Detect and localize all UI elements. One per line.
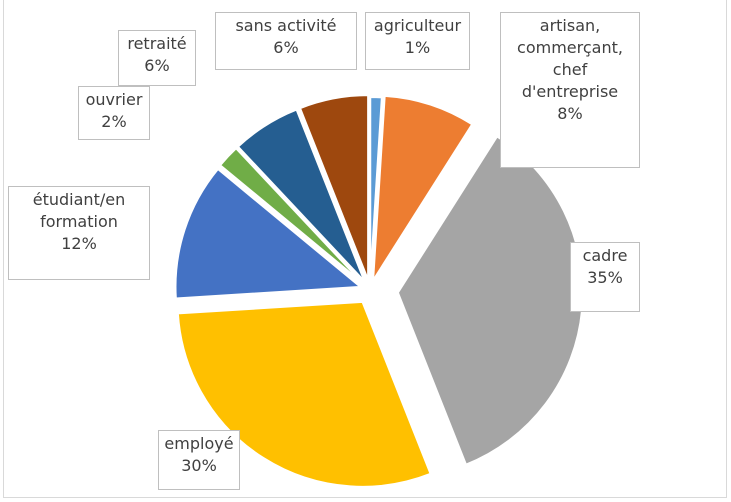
data-label-box: artisan, commerçant, chef d'entreprise 8% <box>500 12 640 168</box>
data-label-box: cadre 35% <box>570 242 640 312</box>
pie-slice <box>174 167 364 300</box>
data-label-box: employé 30% <box>158 430 240 490</box>
category-label: artisan, commerçant, chef d'entreprise <box>517 16 623 101</box>
pie-slice <box>176 300 432 488</box>
pie-slice <box>369 96 383 283</box>
value-label: 30% <box>181 456 217 475</box>
value-label: 8% <box>557 104 583 123</box>
data-label-box: agriculteur 1% <box>365 12 470 70</box>
data-label-box: sans activité 6% <box>215 12 357 70</box>
pie-slice <box>372 94 474 282</box>
data-label-box: retraité 6% <box>118 30 196 86</box>
category-label: retraité <box>127 34 187 53</box>
value-label: 35% <box>587 268 623 287</box>
category-label: sans activité <box>235 16 337 35</box>
pie-slice <box>236 108 366 283</box>
data-label-box: ouvrier 2% <box>78 86 150 140</box>
category-label: employé <box>164 434 234 453</box>
chart-frame <box>3 0 727 498</box>
category-label: agriculteur <box>373 16 462 35</box>
pie-slice <box>218 146 364 284</box>
value-label: 6% <box>273 38 299 57</box>
data-label-box: étudiant/en formation 12% <box>8 186 150 280</box>
category-label: ouvrier <box>85 90 143 109</box>
value-label: 12% <box>61 234 97 253</box>
pie-slice <box>298 94 370 281</box>
value-label: 1% <box>404 38 431 57</box>
value-label: 2% <box>101 112 127 131</box>
category-label: étudiant/en formation <box>32 190 126 231</box>
category-label: cadre <box>582 246 628 265</box>
value-label: 6% <box>144 56 170 75</box>
